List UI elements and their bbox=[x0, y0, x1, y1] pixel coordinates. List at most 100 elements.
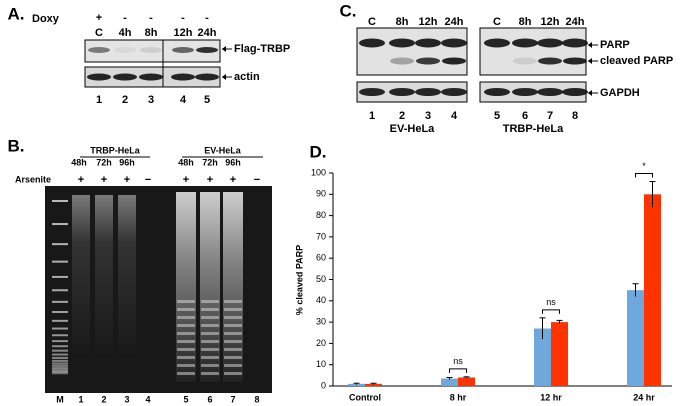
lane-label: 8h bbox=[145, 27, 158, 39]
time-label: 96h bbox=[225, 157, 241, 167]
ladder-band bbox=[201, 348, 219, 351]
blot-band bbox=[114, 47, 136, 53]
arrow-head bbox=[588, 90, 592, 96]
lane-number: 2 bbox=[399, 110, 405, 122]
ladder-band bbox=[52, 368, 68, 371]
x-tick-label: 8 hr bbox=[450, 392, 467, 402]
group-label: EV-HeLa bbox=[390, 123, 436, 135]
y-tick-label: 90 bbox=[316, 189, 326, 199]
lane-label: 2 bbox=[101, 394, 106, 404]
ladder-band bbox=[201, 324, 219, 327]
blot-band bbox=[415, 38, 441, 48]
bar bbox=[441, 378, 458, 386]
blot-band bbox=[512, 38, 538, 48]
ladder-band bbox=[52, 334, 68, 337]
treatment-sign: + bbox=[124, 174, 130, 186]
time-label: 48h bbox=[71, 157, 87, 167]
lane-number: 5 bbox=[494, 110, 500, 122]
ladder-band bbox=[52, 289, 68, 292]
blot-band bbox=[538, 57, 562, 65]
bar bbox=[348, 383, 365, 386]
blot-band bbox=[171, 73, 195, 81]
ladder-band bbox=[52, 356, 68, 359]
blot-band bbox=[441, 88, 467, 96]
blot-band bbox=[484, 38, 510, 48]
bar bbox=[627, 290, 644, 386]
ladder-band bbox=[52, 327, 68, 330]
x-tick-label: Control bbox=[349, 392, 381, 402]
ladder-band bbox=[224, 316, 242, 319]
blot-band bbox=[415, 88, 441, 96]
smear bbox=[223, 192, 243, 382]
treatment-sign: + bbox=[101, 174, 107, 186]
ladder-band bbox=[52, 345, 68, 348]
ladder-band bbox=[177, 356, 195, 359]
ladder-band bbox=[177, 364, 195, 367]
y-tick-label: 30 bbox=[316, 316, 326, 326]
group-label: TRBP-HeLa bbox=[90, 145, 140, 155]
blot-band bbox=[359, 88, 385, 96]
significance-label: ns bbox=[453, 356, 463, 366]
smear bbox=[95, 195, 113, 355]
ladder-band bbox=[201, 332, 219, 335]
y-tick-label: 80 bbox=[316, 210, 326, 220]
lane-number: 7 bbox=[547, 110, 553, 122]
y-tick-label: 0 bbox=[321, 380, 326, 390]
treatment-sign: + bbox=[78, 174, 84, 186]
arrow-head bbox=[588, 58, 592, 64]
row-label: Doxy bbox=[32, 13, 60, 25]
lane-number: 3 bbox=[425, 110, 431, 122]
ladder-band bbox=[52, 300, 68, 303]
blot-band bbox=[139, 73, 163, 81]
lane-label: 1 bbox=[78, 394, 83, 404]
y-tick-label: 40 bbox=[316, 295, 326, 305]
arrow-head bbox=[588, 42, 592, 48]
smear bbox=[72, 195, 90, 355]
ladder-band bbox=[52, 200, 68, 202]
x-tick-label: 24 hr bbox=[633, 392, 655, 402]
lane-label: 24h bbox=[445, 16, 464, 28]
blot-band bbox=[512, 88, 538, 96]
blot-band bbox=[359, 38, 385, 48]
ladder-band bbox=[52, 369, 68, 372]
band-label: GAPDH bbox=[600, 87, 640, 99]
bar bbox=[644, 194, 661, 386]
blot-band bbox=[172, 47, 194, 53]
smear bbox=[176, 192, 196, 382]
group-label: EV-HeLa bbox=[204, 145, 242, 155]
ladder-band bbox=[201, 356, 219, 359]
arrow-head bbox=[222, 74, 226, 80]
blot-band bbox=[195, 73, 219, 81]
ladder-band bbox=[52, 371, 68, 374]
blot-band bbox=[140, 47, 162, 53]
y-tick-label: 20 bbox=[316, 338, 326, 348]
panel-label: D. bbox=[310, 142, 327, 161]
y-tick-label: 60 bbox=[316, 253, 326, 263]
smear bbox=[200, 192, 220, 382]
arrow-head bbox=[222, 46, 226, 52]
group-label: TRBP-HeLa bbox=[503, 123, 564, 135]
blot bbox=[479, 27, 587, 76]
panel-label: A. bbox=[8, 4, 25, 23]
ladder-band bbox=[201, 308, 219, 311]
ladder-band bbox=[224, 332, 242, 335]
ladder-band bbox=[177, 316, 195, 319]
ladder-band bbox=[52, 366, 68, 369]
ladder-band bbox=[177, 332, 195, 335]
y-tick-label: 10 bbox=[316, 359, 326, 369]
treatment-sign: + bbox=[96, 12, 102, 24]
y-tick-label: 50 bbox=[316, 274, 326, 284]
lane-label: 12h bbox=[174, 27, 193, 39]
x-tick-label: 12 hr bbox=[540, 392, 562, 402]
ladder-band bbox=[177, 300, 195, 303]
band-label: actin bbox=[234, 71, 260, 83]
lane-number: 4 bbox=[451, 110, 458, 122]
treatment-sign: + bbox=[207, 174, 213, 186]
lane-number: 3 bbox=[148, 94, 154, 106]
y-tick-label: 100 bbox=[311, 167, 326, 177]
panel-label: C. bbox=[340, 1, 357, 20]
ladder-band bbox=[201, 316, 219, 319]
ladder-band bbox=[201, 340, 219, 343]
lane-label: 8h bbox=[396, 16, 409, 28]
